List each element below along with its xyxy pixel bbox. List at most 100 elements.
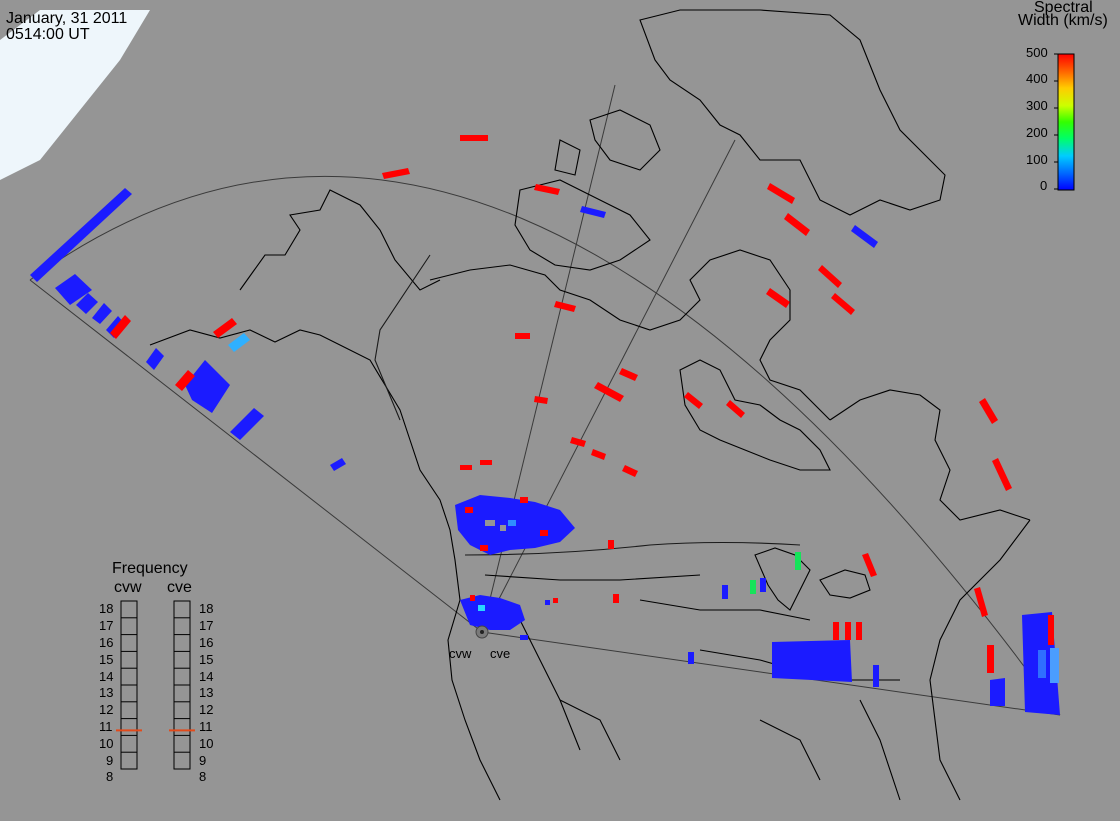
coastlines (149, 9, 1031, 801)
frequency-tick-right: 13 (199, 685, 214, 701)
frequency-tick-right: 18 (199, 601, 214, 617)
echo-cell (213, 318, 237, 338)
echo-cell (460, 465, 472, 470)
colorbar-tick-0: 0 (1040, 178, 1048, 193)
frequency-tick-left: 18 (99, 601, 114, 617)
echo-cell (766, 288, 790, 308)
snow-region-upper (0, 0, 160, 10)
echo-cell (750, 580, 756, 594)
radar-label-cve: cve (490, 646, 511, 661)
echo-cell (520, 635, 528, 640)
colorbar-tick-500: 500 (1026, 45, 1048, 60)
frequency-tick-right: 15 (199, 651, 214, 667)
radar-site-dot (480, 630, 484, 634)
radar-label-cvw: cvw (449, 646, 472, 661)
echo-cell (684, 392, 703, 409)
frequency-tick-left: 15 (99, 651, 114, 667)
snow-region (0, 10, 150, 180)
echo-cell (230, 408, 264, 440)
echo-cell (110, 315, 131, 339)
echo-cell (480, 545, 488, 551)
cvw-column-label: cvw (114, 579, 142, 596)
echo-cell (795, 552, 801, 570)
echo-cell (772, 640, 852, 682)
frequency-title: Frequency (112, 560, 188, 577)
echo-cell (480, 460, 492, 465)
echo-cell (1050, 648, 1059, 683)
colorbar-title-line2: Width (km/s) (1018, 12, 1108, 29)
echo-cell (760, 578, 766, 592)
echo-cell (554, 301, 576, 312)
echo-cell (992, 458, 1012, 491)
echo-cell (1038, 650, 1046, 678)
echo-cell (767, 183, 795, 204)
frequency-tick-left: 10 (99, 735, 114, 751)
frequency-tick-right: 12 (199, 702, 214, 718)
echo-cell (594, 382, 624, 402)
echo-cell (570, 437, 586, 447)
echo-cell (845, 622, 851, 640)
echo-cells (30, 135, 1060, 715)
colorbar-tick-400: 400 (1026, 71, 1048, 86)
echo-cell (330, 458, 346, 471)
echo-cell (818, 265, 842, 288)
frequency-tick-left: 16 (99, 635, 114, 650)
echo-cell (851, 225, 878, 248)
echo-cell (784, 213, 810, 236)
colorbar-tick-100: 100 (1026, 152, 1048, 167)
frequency-tick-right: 17 (199, 618, 214, 634)
frequency-tick-left: 17 (99, 618, 114, 634)
echo-cell (76, 293, 98, 314)
time-label: 0514:00 UT (6, 26, 90, 43)
echo-cell (534, 396, 548, 404)
echo-cell (862, 553, 877, 577)
echo-cell (608, 540, 614, 549)
echo-cell (613, 594, 619, 603)
echo-cell (540, 530, 548, 536)
echo-cell (470, 595, 475, 601)
echo-cell (1048, 615, 1054, 645)
cve-column-label: cve (167, 579, 192, 596)
frequency-tick-left: 13 (99, 685, 114, 701)
echo-cell (619, 368, 638, 381)
echo-cell (460, 595, 525, 630)
frequency-tick-right: 16 (199, 635, 214, 650)
frequency-tick-left: 8 (106, 769, 114, 785)
echo-cell (833, 622, 839, 640)
echo-cell (185, 360, 230, 413)
echo-cell (460, 135, 488, 141)
echo-cell (228, 333, 250, 352)
echo-cell (534, 184, 560, 195)
colorbar-tick-300: 300 (1026, 98, 1048, 113)
echo-cell (974, 587, 988, 617)
echo-cell (545, 600, 550, 605)
echo-cell (382, 168, 410, 179)
colorbar (1054, 53, 1075, 191)
echo-cell (580, 206, 606, 218)
echo-cell (553, 598, 558, 603)
echo-cell (831, 293, 855, 315)
echo-cell (30, 188, 132, 282)
echo-cell (688, 652, 694, 664)
frequency-tick-right: 14 (199, 668, 214, 684)
frequency-tick-left: 12 (99, 702, 114, 718)
frequency-tick-right: 8 (199, 769, 207, 785)
echo-cell (990, 678, 1005, 706)
frequency-tick-right: 9 (199, 752, 207, 768)
colorbar-tick-200: 200 (1026, 125, 1048, 140)
echo-cell (92, 303, 112, 324)
frequency-tick-right: 11 (199, 719, 213, 734)
echo-cell (485, 520, 495, 526)
echo-cell (622, 465, 638, 477)
colorbar-title-line1: Spectral (1034, 0, 1093, 16)
frequency-tick-right: 10 (199, 735, 214, 751)
frequency-tick-left: 11 (99, 719, 113, 734)
echo-cell (856, 622, 862, 640)
frequency-tick-left: 9 (106, 752, 114, 768)
echo-cell (722, 585, 728, 599)
frequency-panel-boxes (120, 600, 191, 770)
echo-cell (987, 645, 994, 673)
echo-cell (500, 525, 506, 531)
